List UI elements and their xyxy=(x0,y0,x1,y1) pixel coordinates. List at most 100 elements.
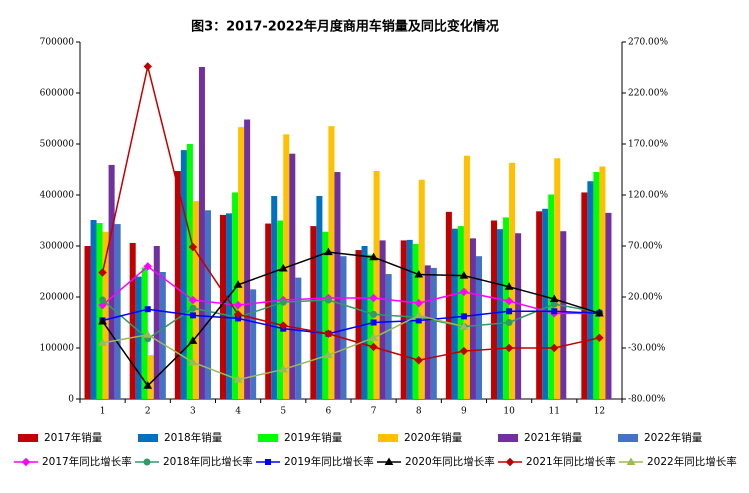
bar xyxy=(84,246,91,399)
line-marker xyxy=(98,268,107,277)
line-marker xyxy=(324,296,332,304)
y2-tick-label: 20.00% xyxy=(628,293,663,303)
line-marker xyxy=(459,287,469,297)
bar xyxy=(445,211,452,399)
y-tick-label: 300000 xyxy=(40,242,75,252)
bar xyxy=(153,246,160,399)
bar xyxy=(147,355,154,399)
y2-tick-label: 120.00% xyxy=(628,191,668,201)
line-marker xyxy=(369,333,378,341)
legend-swatch xyxy=(138,434,158,442)
bar xyxy=(581,192,588,399)
bar xyxy=(451,228,458,399)
bar xyxy=(204,210,211,399)
line-marker xyxy=(595,308,604,317)
bar xyxy=(361,246,368,399)
line-marker xyxy=(460,313,467,320)
line xyxy=(102,308,600,335)
y-tick-label: 200000 xyxy=(40,293,75,303)
bar xyxy=(491,220,498,399)
bar xyxy=(198,66,205,400)
bar xyxy=(457,226,464,399)
bar xyxy=(96,223,103,399)
line-marker xyxy=(233,300,243,310)
y2-tick-label: 70.00% xyxy=(628,242,663,252)
bar xyxy=(497,229,504,399)
line-marker xyxy=(504,343,514,353)
line-marker xyxy=(595,333,604,343)
legend-label: 2018年同比增长率 xyxy=(163,455,253,468)
y2-tick-label: -80.00% xyxy=(628,395,666,405)
y-tick-label: 100000 xyxy=(40,344,75,354)
line-marker xyxy=(143,330,153,338)
line-marker xyxy=(233,375,243,383)
bar xyxy=(186,144,193,399)
x-tick-label: 5 xyxy=(280,407,286,417)
line-marker xyxy=(414,270,424,278)
bar xyxy=(593,172,600,399)
legend-label: 2019年销量 xyxy=(284,431,343,444)
legend-marker xyxy=(626,457,636,465)
line-marker xyxy=(324,247,333,256)
bar xyxy=(226,213,233,399)
bar xyxy=(135,276,142,399)
x-tick-label: 7 xyxy=(371,407,377,417)
legend-swatch xyxy=(498,434,518,442)
line-marker xyxy=(414,310,424,319)
bar xyxy=(542,208,549,399)
line-marker xyxy=(504,282,514,290)
line-marker xyxy=(143,381,153,389)
line-marker xyxy=(188,357,198,366)
line-marker xyxy=(98,338,107,346)
line-marker xyxy=(414,298,423,308)
bar xyxy=(108,164,115,399)
line-marker xyxy=(459,271,469,279)
line-marker xyxy=(189,312,196,319)
line-marker xyxy=(370,319,377,326)
bar xyxy=(244,119,251,400)
line-marker xyxy=(188,336,198,344)
legend-marker xyxy=(21,457,31,467)
legend-label: 2022年同比增长率 xyxy=(647,455,737,468)
legend-label: 2018年销量 xyxy=(164,431,223,444)
legend-label: 2021年销量 xyxy=(524,431,583,444)
bar xyxy=(367,254,374,399)
line-marker xyxy=(550,343,559,353)
legend-label: 2020年同比增长率 xyxy=(405,455,495,468)
bar xyxy=(430,267,437,399)
bar xyxy=(599,166,606,399)
line-marker xyxy=(188,295,198,305)
x-tick-label: 9 xyxy=(461,407,467,417)
bar xyxy=(102,231,109,399)
y-tick-label: 0 xyxy=(68,395,74,405)
bar xyxy=(328,126,335,400)
legend-marker xyxy=(265,459,271,465)
line xyxy=(101,251,600,387)
x-tick-label: 4 xyxy=(235,407,241,417)
line-marker xyxy=(549,294,559,303)
bar xyxy=(385,274,392,399)
bar xyxy=(159,272,166,399)
bar xyxy=(340,256,347,399)
x-tick-label: 6 xyxy=(326,407,332,417)
bar xyxy=(141,267,148,399)
line-marker xyxy=(370,310,378,318)
line-marker xyxy=(504,296,514,306)
y2-tick-label: 270.00% xyxy=(628,38,668,48)
line xyxy=(102,265,600,315)
line xyxy=(102,299,600,340)
x-tick-label: 2 xyxy=(145,407,151,417)
x-tick-label: 8 xyxy=(416,407,422,417)
bar xyxy=(560,231,567,399)
line-marker xyxy=(415,317,422,324)
legend-label: 2020年销量 xyxy=(404,431,463,444)
line-marker xyxy=(144,306,151,313)
y-tick-label: 700000 xyxy=(40,38,75,48)
line-marker xyxy=(278,364,288,373)
line xyxy=(101,66,600,362)
x-tick-label: 10 xyxy=(503,407,515,417)
line-marker xyxy=(98,300,107,310)
y-tick-label: 400000 xyxy=(40,191,75,201)
line-marker xyxy=(324,329,333,338)
